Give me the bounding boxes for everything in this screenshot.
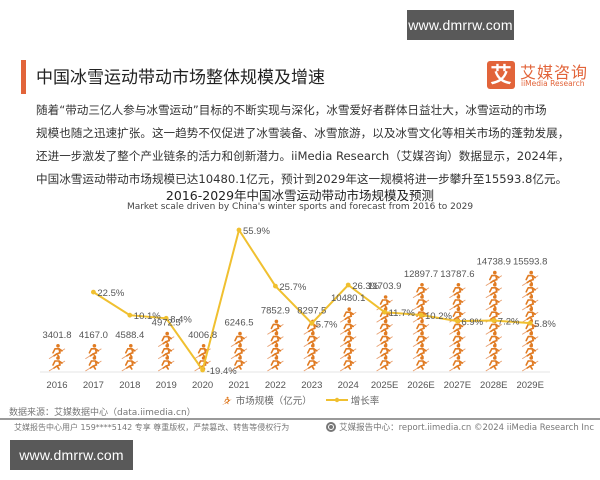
growth-rate-label: 10.2% (425, 311, 452, 322)
x-tick-label: 2023 (301, 380, 322, 391)
growth-rate-marker (527, 320, 533, 326)
growth-rate-label: 25.7% (279, 282, 306, 293)
x-tick-label: 2024 (338, 380, 359, 391)
bar-value-label: 7852.9 (261, 305, 290, 316)
title-accent-bar (21, 60, 26, 94)
logo-cn-text: 艾媒咨询 (520, 63, 589, 82)
bar-value-label: 13787.6 (440, 269, 474, 280)
x-tick-label: 2016 (46, 380, 67, 391)
bar-value-label: 12897.7 (404, 269, 438, 280)
growth-rate-markers (91, 227, 533, 373)
legend-item-growth-rate[interactable]: 增长率 (325, 393, 380, 407)
growth-rate-marker (309, 320, 315, 326)
bar-value-label: 4588.4 (115, 330, 144, 341)
growth-rate-marker (273, 283, 278, 289)
skier-icon (157, 355, 175, 372)
bar-value-label: 6246.5 (224, 318, 253, 329)
growth-rate-label: 6.9% (461, 317, 483, 328)
growth-rate-marker (418, 312, 424, 318)
skier-icon (121, 355, 139, 372)
globe-icon (326, 422, 337, 432)
bar-value-label: 4972.5 (152, 318, 181, 329)
growth-rate-label: 10.1% (134, 311, 161, 322)
brand-logo: 艾 艾媒咨询 iiMedia Research (487, 61, 597, 91)
paragraph-line: 还进一步激发了整个产业链条的活力和创新潜力。iiMedia Research（艾… (36, 149, 570, 163)
growth-rate-marker (491, 318, 497, 323)
bar-value-label: 8297.5 (297, 305, 326, 316)
x-tick-label: 2021 (228, 380, 249, 391)
bar-value-label: 4006.8 (188, 330, 217, 341)
legend-item-market-size[interactable]: 市场规模（亿元） (221, 393, 312, 407)
skier-icon (302, 355, 321, 372)
chart-legend: 市场规模（亿元） 增长率 (0, 393, 600, 407)
footer-report-link[interactable]: 艾媒报告中心：report.iimedia.cn ©2024 iiMedia R… (339, 423, 594, 433)
skier-icon (221, 396, 232, 405)
growth-rate-marker (127, 312, 133, 318)
growth-rate-marker (91, 289, 96, 295)
growth-rate-label: 5.8% (534, 319, 556, 330)
growth-rate-label: -19.4% (207, 366, 238, 377)
chart-subtitle: Market scale driven by China's winter sp… (126, 202, 474, 212)
skier-icon (412, 355, 430, 372)
growth-rate-marker (236, 227, 242, 233)
chart-area: 3401.8 4167.0 22.5% 4588.4 10.1%4972.58.4% 40… (40, 226, 556, 391)
paragraph-line: 随着“带动三亿人参与冰雪运动”目标的不断实现与深化，冰雪爱好者群体日益壮大，冰雪… (36, 103, 547, 117)
bar-value-label: 14738.9 (477, 257, 511, 268)
data-labels: 3401.8 4167.0 22.5% 4588.4 10.1%4972.58.4% 40… (42, 226, 556, 377)
footer-report-center: 艾媒报告中心：report.iimedia.cn ©2024 iiMedia R… (326, 421, 594, 433)
growth-rate-label: 22.5% (97, 288, 124, 299)
growth-rate-label: 7.2% (498, 317, 520, 328)
bar-value-label: 15593.8 (513, 257, 547, 268)
growth-rate-label: 55.9% (243, 226, 270, 237)
bar-value-label: 4167.0 (79, 330, 108, 341)
growth-rate-label: 8.4% (170, 314, 192, 325)
footer-copyright-notice: 艾媒报告中心用户 159****5142 专享 尊重版权，严禁篡改、转售等侵权行… (14, 423, 290, 432)
skier-icon (448, 355, 467, 372)
skier-icon (266, 355, 285, 372)
line-marker-icon (325, 397, 348, 403)
chart-title: 2016-2029年中国冰雪运动带动市场规模及预测 (165, 188, 435, 203)
growth-rate-label: 5.7% (316, 319, 338, 330)
growth-rate-label: 11.7% (389, 308, 416, 319)
legend-label-market-size: 市场规模（亿元） (235, 396, 312, 407)
skier-icon (339, 355, 358, 372)
skier-icon (484, 355, 503, 372)
summary-paragraph: 随着“带动三亿人参与冰雪运动”目标的不断实现与深化，冰雪爱好者群体日益壮大，冰雪… (36, 99, 570, 191)
x-tick-label: 2027E (444, 380, 471, 391)
bar-value-label: 11703.9 (368, 281, 402, 292)
paragraph-line: 中国冰雪运动带动市场规模已达10480.1亿元，预计到2029年这一规模将进一步… (36, 172, 568, 186)
watermark-bottom: www.dmrrw.com (10, 440, 133, 470)
logo-en-text: iiMedia Research (521, 79, 585, 88)
x-tick-label: 2019 (156, 380, 177, 391)
data-source: 数据来源：艾媒数据中心（data.iimedia.cn） (9, 408, 196, 418)
growth-rate-label: 26.3% (352, 281, 379, 292)
x-tick-label: 2022 (265, 380, 286, 391)
x-tick-label: 2018 (119, 380, 140, 391)
x-tick-label: 2028E (480, 380, 507, 391)
x-tick-label: 2020 (192, 380, 213, 391)
growth-rate-marker (345, 282, 351, 288)
footer-divider (0, 418, 600, 420)
bar-value-label: 3401.8 (42, 330, 71, 341)
x-tick-label: 2025E (371, 380, 398, 391)
x-tick-label: 2029E (516, 380, 543, 391)
skier-icon (375, 355, 394, 372)
page-title: 中国冰雪运动带动市场整体规模及增速 (36, 68, 325, 88)
skier-icon (48, 355, 66, 372)
x-tick-label: 2026E (407, 380, 434, 391)
logo-mark-icon: 艾 (487, 61, 515, 89)
x-tick-label: 2017 (83, 380, 104, 391)
legend-label-growth-rate: 增长率 (350, 396, 380, 407)
growth-rate-marker (200, 367, 206, 373)
x-axis-ticks: 2016 2017 2018 2019 2020 2021 2022 2023 2024 2025… (46, 380, 544, 391)
skier-icon (521, 355, 540, 372)
bar-value-label: 10480.1 (331, 293, 365, 304)
skier-icon (84, 355, 103, 372)
growth-rate-marker (382, 309, 387, 315)
growth-rate-marker (455, 318, 460, 324)
paragraph-line: 规模也随之迅速扩张。这一趋势不仅促进了冰雪装备、冰雪旅游，以及冰雪文化等相关市场… (36, 126, 570, 140)
growth-rate-marker (163, 315, 169, 321)
watermark-top: www.dmrrw.com (407, 10, 514, 40)
